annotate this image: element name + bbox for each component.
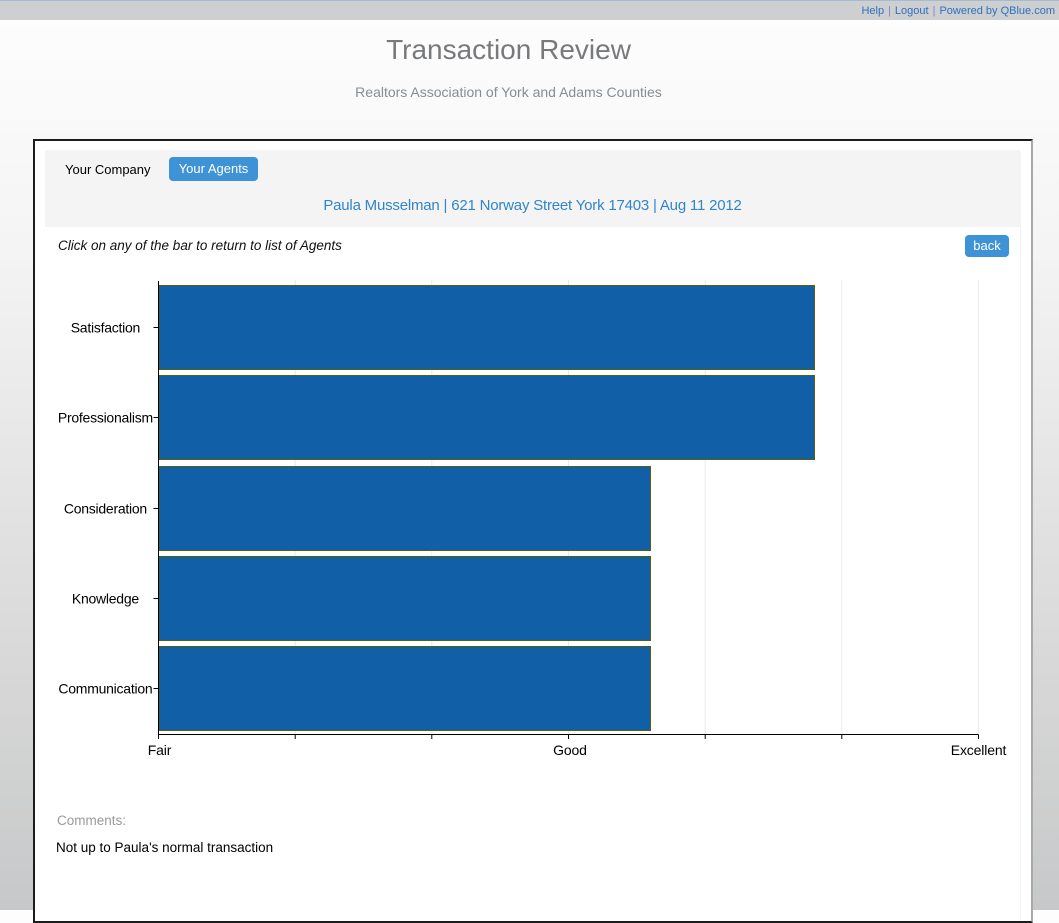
svg-text:Professionalism: Professionalism <box>58 410 153 426</box>
svg-text:Consideration: Consideration <box>64 501 147 517</box>
svg-text:Good: Good <box>553 742 587 758</box>
svg-text:Fair: Fair <box>148 742 172 758</box>
svg-text:Knowledge: Knowledge <box>72 591 139 607</box>
svg-text:Excellent: Excellent <box>951 742 1007 758</box>
svg-text:Satisfaction: Satisfaction <box>71 320 140 336</box>
svg-text:Communication: Communication <box>58 681 152 697</box>
